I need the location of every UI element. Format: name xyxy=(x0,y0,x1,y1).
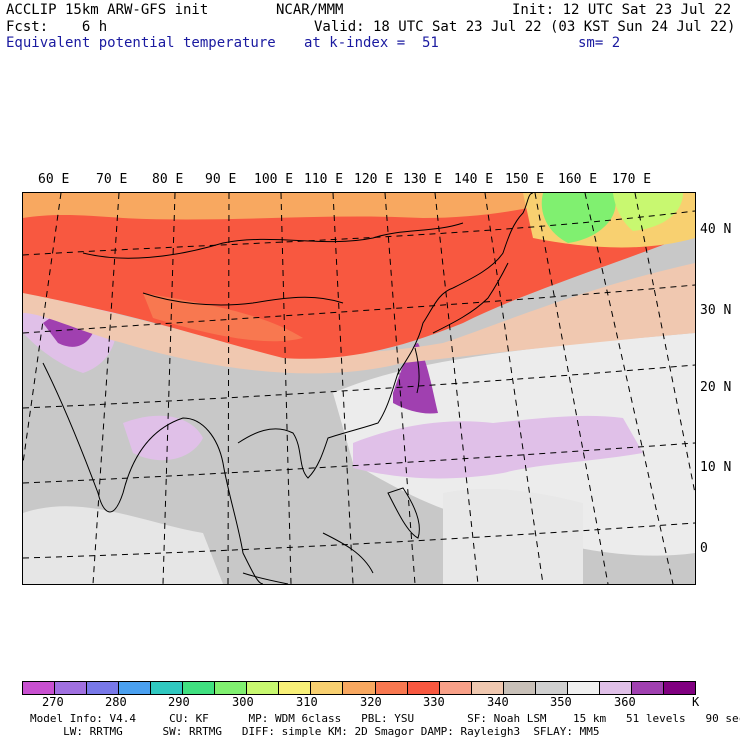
coast-northeast-asia xyxy=(452,193,534,289)
colorbar-tick-label: 290 xyxy=(168,695,190,709)
latitude-label: 30 N xyxy=(700,303,732,318)
meridian-60e xyxy=(23,193,62,464)
colorbar-swatch xyxy=(567,682,600,694)
field-name: Equivalent potential temperature xyxy=(6,35,276,51)
field-max-taiwan xyxy=(393,343,438,414)
longitude-label: 80 E xyxy=(152,172,184,187)
colorbar-tick-label: 280 xyxy=(105,695,127,709)
field-band-tan xyxy=(23,263,695,374)
longitude-label: 150 E xyxy=(505,172,545,187)
level-label: at k-index = 51 xyxy=(304,35,439,51)
border-central-asia xyxy=(82,222,464,259)
field-region-lightgreen-ne xyxy=(613,193,683,231)
colorbar-tick-label: 310 xyxy=(296,695,318,709)
model-title: ACCLIP 15km ARW-GFS init xyxy=(6,2,209,18)
parallel-40n xyxy=(23,210,695,256)
latitude-label: 0 xyxy=(700,541,708,556)
valid-time: Valid: 18 UTC Sat 23 Jul 22 (03 KST Sun … xyxy=(314,19,736,35)
coast-east-asia xyxy=(237,287,454,479)
colorbar xyxy=(22,681,696,695)
longitude-label: 70 E xyxy=(96,172,128,187)
longitude-label: 100 E xyxy=(254,172,294,187)
colorbar-swatch xyxy=(279,682,312,694)
colorbar-swatch xyxy=(87,682,120,694)
latitude-label: 40 N xyxy=(700,222,732,237)
longitude-label: 130 E xyxy=(403,172,443,187)
meridian-170e xyxy=(634,193,695,494)
longitude-label: 60 E xyxy=(38,172,70,187)
colorbar-swatch xyxy=(535,682,568,694)
colorbar-tick-label: 320 xyxy=(360,695,382,709)
field-region-salmon-china xyxy=(143,293,303,342)
field-region-green-ne xyxy=(541,193,616,243)
smoothing-label: sm= 2 xyxy=(578,35,621,51)
colorbar-swatch xyxy=(599,682,632,694)
colorbar-unit: K xyxy=(692,695,700,709)
parallel-20n xyxy=(23,364,695,409)
longitude-label: 160 E xyxy=(558,172,598,187)
field-region-lavender-pacific xyxy=(353,415,643,479)
parallel-equator xyxy=(23,522,695,559)
map-panel xyxy=(22,192,696,585)
field-region-orange-north xyxy=(23,193,583,220)
longitude-label: 170 E xyxy=(612,172,652,187)
graticule xyxy=(23,193,695,584)
colorbar-swatch xyxy=(663,682,695,694)
colorbar-tick-label: 350 xyxy=(550,695,572,709)
longitude-label: 90 E xyxy=(205,172,237,187)
colorbar-swatch xyxy=(375,682,408,694)
colorbar-swatch xyxy=(183,682,216,694)
field-region-lavender-bay xyxy=(123,415,203,461)
longitude-label: 110 E xyxy=(304,172,344,187)
coast-japan xyxy=(432,262,509,334)
coast-taiwan xyxy=(414,347,420,394)
colorbar-swatch xyxy=(119,682,152,694)
institution-label: NCAR/MMM xyxy=(276,2,344,18)
meridian-150e xyxy=(534,193,609,584)
coast-maritime xyxy=(242,532,374,584)
coast-philippines xyxy=(387,487,420,539)
model-info-line2: LW: RRTMG SW: RRTMG DIFF: simple KM: 2D … xyxy=(30,725,600,738)
colorbar-swatch xyxy=(439,682,472,694)
meridian-160e xyxy=(584,193,674,584)
colorbar-tick-label: 300 xyxy=(232,695,254,709)
coast-south-asia xyxy=(42,362,264,584)
model-info-line1: Model Info: V4.4 CU: KF MP: WDM 6class P… xyxy=(30,712,740,725)
longitude-label: 140 E xyxy=(454,172,494,187)
colorbar-swatch xyxy=(55,682,88,694)
colorbar-swatch xyxy=(631,682,664,694)
longitude-label: 120 E xyxy=(354,172,394,187)
field-region-south-light xyxy=(23,506,223,584)
colorbar-swatch xyxy=(503,682,536,694)
colorbar-swatch xyxy=(215,682,248,694)
init-time: Init: 12 UTC Sat 23 Jul 22 xyxy=(512,2,732,18)
colorbar-tick-label: 360 xyxy=(614,695,636,709)
colorbar-swatch xyxy=(407,682,440,694)
colorbar-swatch xyxy=(247,682,280,694)
border-himalaya xyxy=(142,292,344,306)
colorbar-swatch xyxy=(151,682,184,694)
colorbar-swatch xyxy=(471,682,504,694)
latitude-label: 20 N xyxy=(700,380,732,395)
equivalent-potential-temperature-map xyxy=(23,193,695,584)
colorbar-swatch xyxy=(311,682,344,694)
parallel-30n xyxy=(23,284,695,334)
latitude-label: 10 N xyxy=(700,460,732,475)
colorbar-tick-label: 330 xyxy=(423,695,445,709)
coastlines xyxy=(42,193,534,584)
colorbar-swatch xyxy=(343,682,376,694)
forecast-hour: Fcst: 6 h xyxy=(6,19,108,35)
parallel-10n xyxy=(23,442,695,484)
colorbar-swatch xyxy=(23,682,56,694)
colorbar-tick-label: 340 xyxy=(487,695,509,709)
colorbar-tick-label: 270 xyxy=(42,695,64,709)
field-region-equator-light xyxy=(443,488,583,584)
